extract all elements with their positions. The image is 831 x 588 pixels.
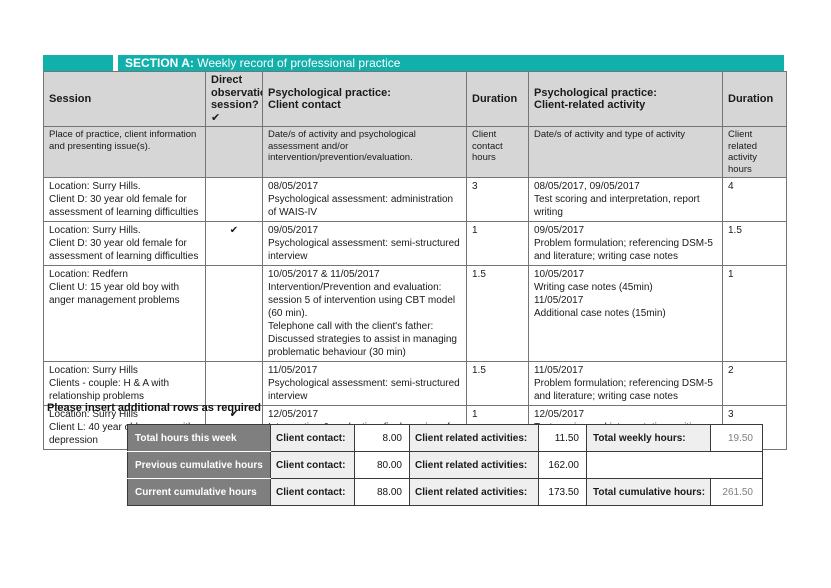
session-cell: Location: Surry Hills. Client D: 30 year… (43, 221, 206, 266)
total-cumulative-value: 261.50 (710, 478, 763, 506)
subheader-duration-related: Client related activity hours (722, 126, 787, 178)
check-icon: ✔ (211, 111, 221, 124)
client-related-cell: 11/05/2017 Problem formulation; referenc… (528, 361, 723, 406)
subheader-client-related: Date/s of activity and type of activity (528, 126, 723, 178)
col-header-duration-related: Duration (722, 71, 787, 127)
table-row: Location: Surry Hills Clients - couple: … (43, 361, 787, 406)
col-header-duration-contact: Duration (466, 71, 529, 127)
client-contact-value: 8.00 (354, 424, 410, 452)
summary-label: Previous cumulative hours (127, 451, 271, 479)
summary-label: Current cumulative hours (127, 478, 271, 506)
title-bar-gap (113, 55, 118, 71)
observation-cell: ✔ (205, 221, 263, 266)
summary-empty-cell (586, 451, 763, 479)
summary-row-week: Total hours this week Client contact: 8.… (127, 424, 763, 452)
observation-header-label: Direct observation session? (211, 74, 262, 111)
client-contact-value: 80.00 (354, 451, 410, 479)
table-row: Location: Redfern Client U: 15 year old … (43, 265, 787, 362)
related-hours-cell: 4 (722, 177, 787, 222)
contact-hours-cell: 1 (466, 221, 529, 266)
col-header-session: Session (43, 71, 206, 127)
subheader-session: Place of practice, client information an… (43, 126, 206, 178)
client-related-label: Client related activities: (409, 424, 539, 452)
observation-cell (205, 265, 263, 362)
client-contact-label: Client contact: (270, 478, 355, 506)
section-title-text: Weekly record of professional practice (193, 56, 401, 70)
insert-rows-note: Please insert additional rows as require… (47, 402, 261, 414)
hours-summary-table: Total hours this week Client contact: 8.… (127, 424, 763, 506)
header-row-descriptions: Place of practice, client information an… (43, 126, 787, 178)
session-cell: Location: Surry Hills. Client D: 30 year… (43, 177, 206, 222)
client-contact-label: Client contact: (270, 424, 355, 452)
related-hours-cell: 2 (722, 361, 787, 406)
table-row: Location: Surry Hills. Client D: 30 year… (43, 177, 787, 222)
subheader-client-contact: Date/s of activity and psychological ass… (262, 126, 467, 178)
summary-label: Total hours this week (127, 424, 271, 452)
observation-cell (205, 177, 263, 222)
contact-hours-cell: 3 (466, 177, 529, 222)
title-bar-left-segment (43, 55, 113, 71)
client-related-cell: 08/05/2017, 09/05/2017 Test scoring and … (528, 177, 723, 222)
section-title: SECTION A: Weekly record of professional… (118, 55, 784, 71)
client-contact-label: Client contact: (270, 451, 355, 479)
session-cell: Location: Redfern Client U: 15 year old … (43, 265, 206, 362)
client-related-label: Client related activities: (409, 451, 539, 479)
client-related-label: Client related activities: (409, 478, 539, 506)
observation-cell (205, 361, 263, 406)
client-contact-cell: 10/05/2017 & 11/05/2017 Intervention/Pre… (262, 265, 467, 362)
total-weekly-value: 19.50 (710, 424, 763, 452)
client-related-value: 11.50 (538, 424, 587, 452)
summary-row-current: Current cumulative hours Client contact:… (127, 478, 763, 506)
section-title-bar: SECTION A: Weekly record of professional… (43, 55, 784, 71)
subheader-duration-contact: Client contact hours (466, 126, 529, 178)
total-weekly-label: Total weekly hours: (586, 424, 711, 452)
col-header-client-contact: Psychological practice: Client contact (262, 71, 467, 127)
client-contact-cell: 08/05/2017 Psychological assessment: adm… (262, 177, 467, 222)
section-a-sheet: SECTION A: Weekly record of professional… (43, 55, 787, 450)
col-header-client-related: Psychological practice: Client-related a… (528, 71, 723, 127)
summary-row-previous: Previous cumulative hours Client contact… (127, 451, 763, 479)
client-contact-value: 88.00 (354, 478, 410, 506)
related-hours-cell: 1 (722, 265, 787, 362)
contact-hours-cell: 1.5 (466, 265, 529, 362)
section-title-label: SECTION A: (125, 56, 194, 70)
session-cell: Location: Surry Hills Clients - couple: … (43, 361, 206, 406)
client-contact-cell: 11/05/2017 Psychological assessment: sem… (262, 361, 467, 406)
col-header-observation: Direct observation session?✔ (205, 71, 263, 127)
client-related-value: 162.00 (538, 451, 587, 479)
contact-hours-cell: 1.5 (466, 361, 529, 406)
table-row: Location: Surry Hills. Client D: 30 year… (43, 221, 787, 266)
subheader-observation (205, 126, 263, 178)
client-related-cell: 09/05/2017 Problem formulation; referenc… (528, 221, 723, 266)
client-related-cell: 10/05/2017 Writing case notes (45min) 11… (528, 265, 723, 362)
related-hours-cell: 1.5 (722, 221, 787, 266)
header-row-main: Session Direct observation session?✔ Psy… (43, 71, 787, 127)
weekly-record-table: Session Direct observation session?✔ Psy… (43, 71, 787, 450)
client-contact-cell: 09/05/2017 Psychological assessment: sem… (262, 221, 467, 266)
total-cumulative-label: Total cumulative hours: (586, 478, 711, 506)
client-related-value: 173.50 (538, 478, 587, 506)
